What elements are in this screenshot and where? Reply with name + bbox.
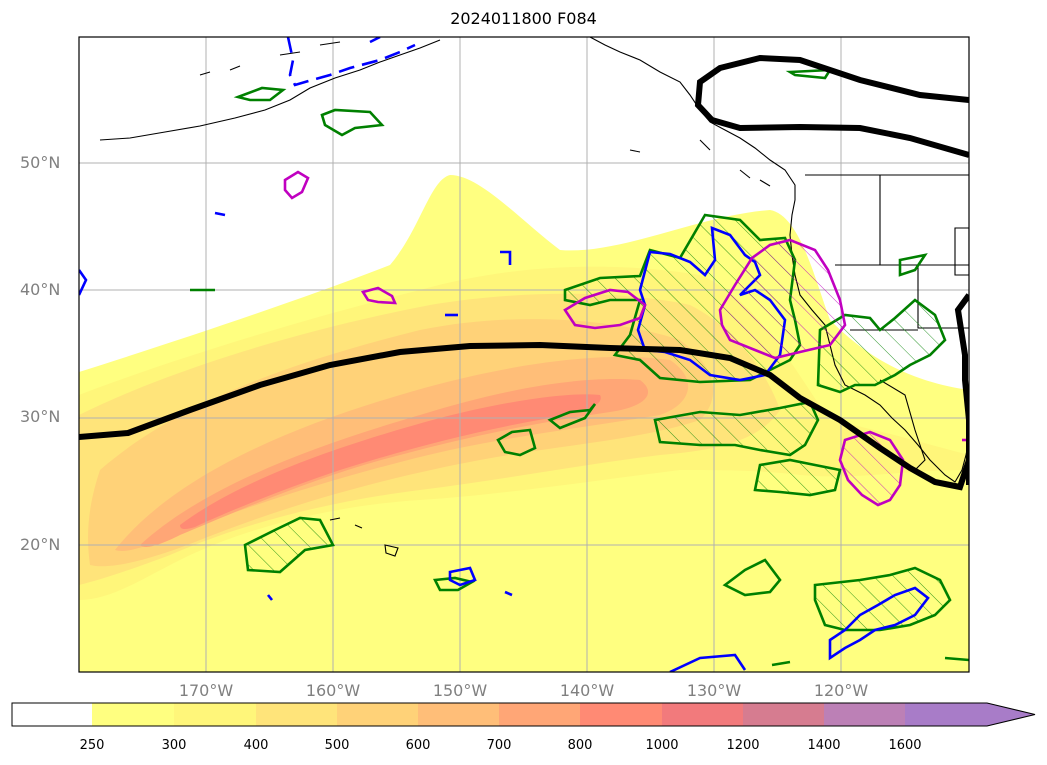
colorbar-label-600: 600 xyxy=(405,738,431,753)
lon-label-140w: 140°W xyxy=(559,681,615,700)
colorbar-label-700: 700 xyxy=(486,738,512,753)
lat-label-40n: 40°N xyxy=(20,280,61,299)
lon-label-170w: 170°W xyxy=(178,681,234,700)
colorbar xyxy=(11,702,1036,727)
colorbar-label-250: 250 xyxy=(79,738,105,753)
colorbar-label-1000: 1000 xyxy=(645,738,679,753)
map-frame xyxy=(78,36,970,673)
colorbar-label-1400: 1400 xyxy=(807,738,841,753)
map-area xyxy=(79,37,969,672)
lon-label-120w: 120°W xyxy=(813,681,869,700)
lat-label-20n: 20°N xyxy=(20,535,61,554)
lat-label-50n: 50°N xyxy=(20,153,61,172)
lon-label-130w: 130°W xyxy=(686,681,742,700)
lon-label-160w: 160°W xyxy=(305,681,361,700)
magenta-contours xyxy=(283,170,969,507)
lon-label-150w: 150°W xyxy=(432,681,488,700)
thick-black-contours xyxy=(79,54,969,491)
colorbar-label-1600: 1600 xyxy=(888,738,922,753)
colorbar-label-300: 300 xyxy=(161,738,187,753)
lat-label-30n: 30°N xyxy=(20,407,61,426)
graticule xyxy=(79,37,969,672)
map-title: 2024011800 F084 xyxy=(450,9,597,28)
colorbar-label-800: 800 xyxy=(567,738,593,753)
colorbar-label-400: 400 xyxy=(243,738,269,753)
colorbar-label-1200: 1200 xyxy=(726,738,760,753)
ivt-band-800 xyxy=(180,394,601,530)
colorbar-label-500: 500 xyxy=(324,738,350,753)
